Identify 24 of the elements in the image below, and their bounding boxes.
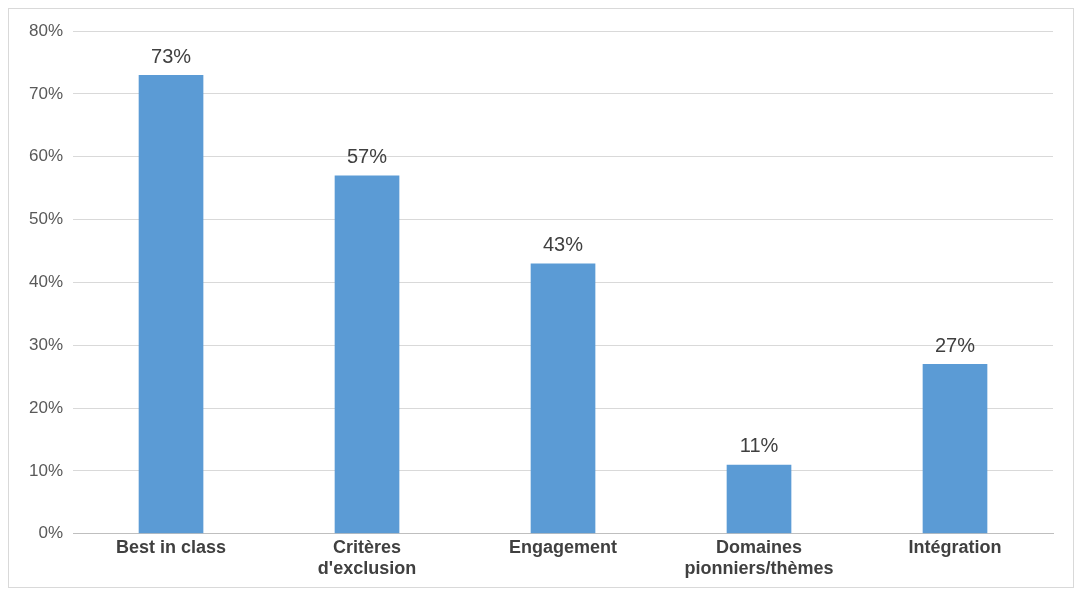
- y-tick-label: 60%: [28, 146, 64, 166]
- x-tick-label: Intégration: [908, 536, 1002, 557]
- y-tick-label: 70%: [28, 83, 64, 103]
- x-tick-label: Critères d'exclusion: [317, 536, 417, 579]
- bar: [138, 75, 204, 534]
- data-label: 57%: [347, 145, 388, 168]
- bar: [530, 263, 596, 534]
- x-tick-label: Best in class: [115, 536, 227, 557]
- data-label: 27%: [934, 333, 976, 356]
- x-tick-label: Engagement: [509, 536, 618, 557]
- y-tick-label: 0%: [38, 523, 64, 543]
- y-tick-label: 50%: [28, 209, 64, 229]
- data-label: 11%: [739, 434, 779, 457]
- bar: [334, 175, 400, 534]
- y-tick-label: 10%: [28, 460, 64, 480]
- data-label: 43%: [543, 233, 584, 256]
- data-label: 73%: [151, 44, 192, 67]
- y-tick-label: 80%: [28, 20, 64, 40]
- bar: [922, 364, 988, 534]
- y-tick-label: 30%: [28, 334, 64, 354]
- bar: [726, 464, 792, 534]
- x-tick-label: Domaines pionniers/thèmes: [684, 536, 834, 579]
- y-tick-label: 20%: [28, 397, 64, 417]
- y-tick-label: 40%: [28, 272, 64, 292]
